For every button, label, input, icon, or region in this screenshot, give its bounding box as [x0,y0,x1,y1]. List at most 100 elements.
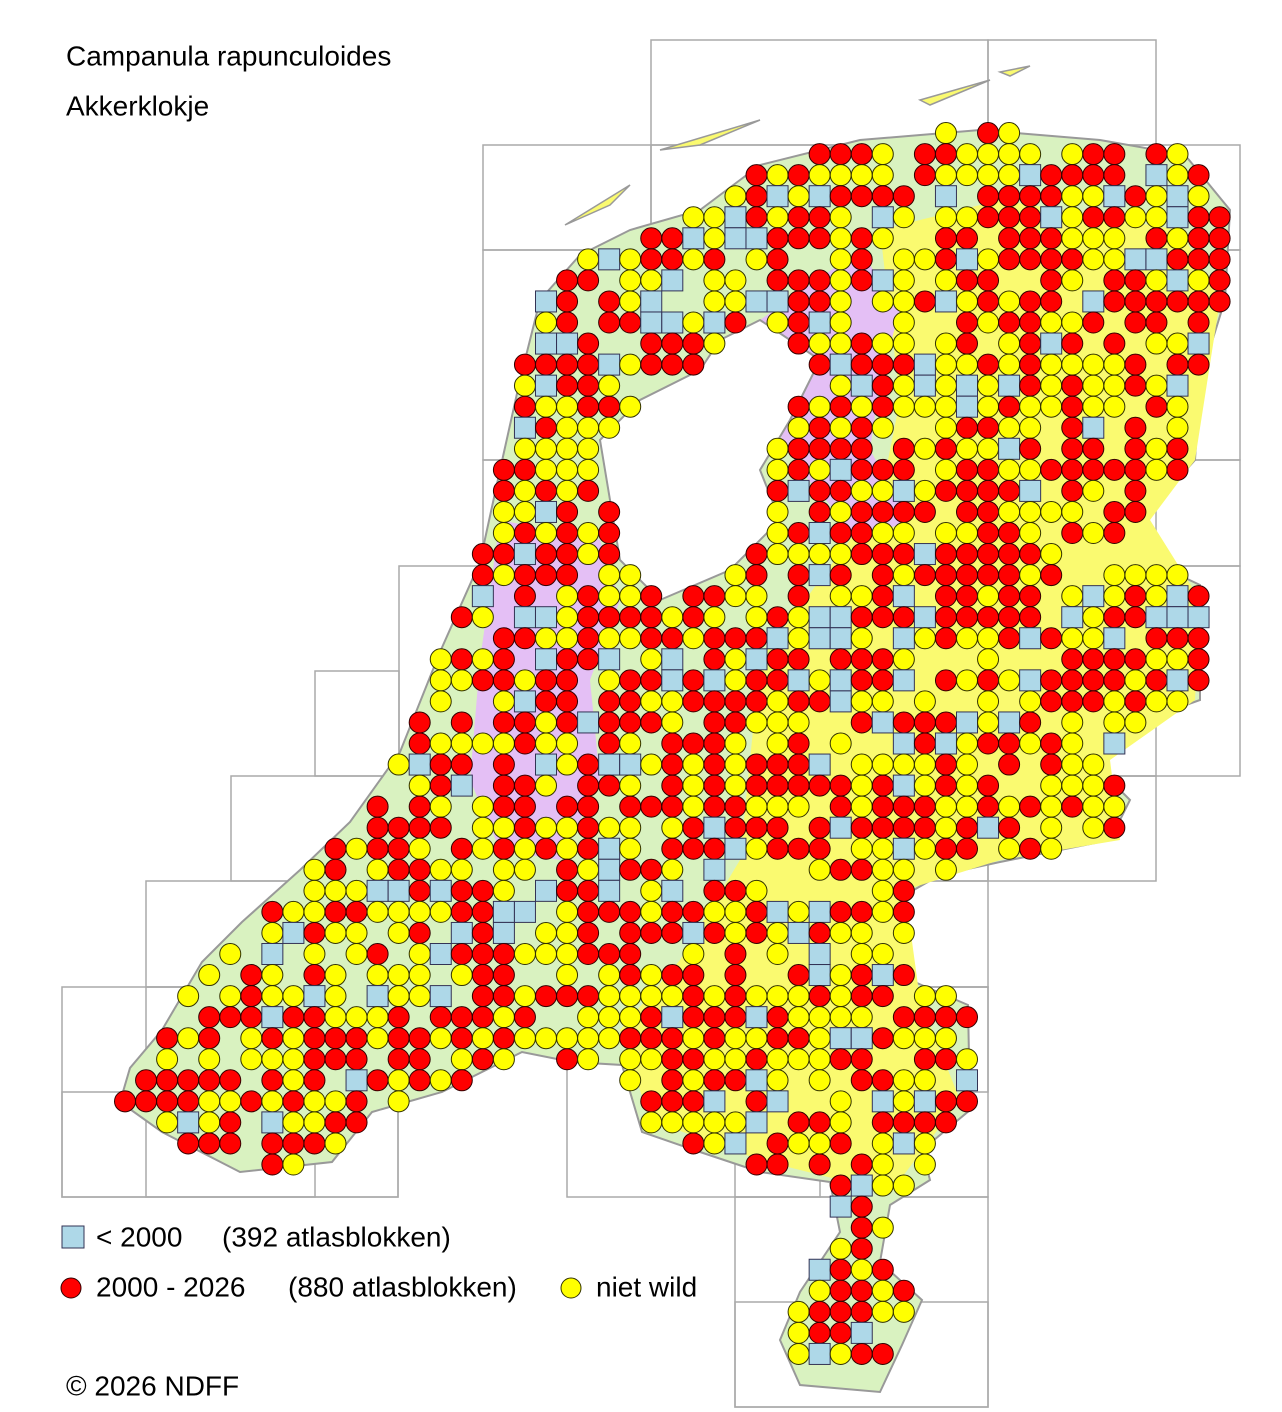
recent-marker [892,900,915,923]
recent-marker [661,627,684,650]
recent-marker [934,479,957,502]
not-wild-marker [1019,732,1042,755]
not-wild-marker [282,1048,305,1071]
not-wild-marker [892,395,915,418]
recent-marker [1208,206,1231,229]
recent-marker [429,774,452,797]
pre-2000-marker [913,606,936,629]
not-wild-marker [1061,269,1084,292]
recent-marker [366,816,389,839]
not-wild-marker [871,522,894,544]
not-wild-marker [871,332,894,355]
recent-marker [556,985,579,1008]
recent-marker [934,437,957,460]
recent-marker [724,690,747,713]
recent-marker [871,374,894,397]
not-wild-marker [1019,522,1042,544]
recent-marker [850,1342,873,1365]
not-wild-marker [934,122,957,145]
recent-marker [871,985,894,1008]
recent-marker [556,879,579,902]
not-wild-marker [556,921,579,944]
not-wild-marker [661,690,684,713]
recent-marker [513,522,536,544]
recent-marker [598,543,621,566]
recent-marker [850,185,873,208]
recent-marker [829,143,852,166]
not-wild-marker [1166,143,1189,166]
not-wild-marker [850,753,873,776]
not-wild-marker [282,900,305,923]
recent-marker [219,1069,242,1092]
not-wild-marker [471,837,494,860]
not-wild-marker [1061,753,1084,776]
not-wild-marker [387,985,410,1008]
not-wild-marker [892,1174,915,1197]
not-wild-marker [682,753,705,776]
not-wild-marker [766,311,789,334]
recent-marker [703,627,726,650]
not-wild-marker [1145,374,1168,397]
recent-marker [1061,395,1084,418]
not-wild-marker [303,1111,326,1134]
not-wild-marker [282,1027,305,1050]
recent-marker [240,1006,263,1029]
not-wild-marker [619,564,642,587]
recent-marker [577,585,600,608]
not-wild-marker [619,816,642,839]
not-wild-marker [829,206,852,229]
recent-marker [850,816,873,839]
recent-marker [998,564,1021,587]
recent-marker [556,648,579,671]
not-wild-marker [619,269,642,292]
not-wild-marker [913,753,936,776]
recent-marker [661,227,684,250]
not-wild-marker [934,795,957,818]
not-wild-marker [198,964,221,987]
not-wild-marker [1103,248,1126,271]
recent-marker [282,1090,305,1113]
not-wild-marker [198,1090,221,1113]
recent-marker [871,1069,894,1092]
pre-2000-marker [766,1090,789,1113]
pre-2000-marker [724,1132,747,1155]
not-wild-marker [1019,500,1042,523]
recent-marker [787,732,810,755]
pre-2000-marker [745,648,768,671]
not-wild-marker [1145,690,1168,713]
recent-marker [471,985,494,1008]
not-wild-marker [787,543,810,566]
recent-marker [934,1006,957,1029]
not-wild-marker [345,943,368,965]
not-wild-marker [619,353,642,376]
pre-2000-marker [345,1069,368,1092]
recent-marker [808,437,831,460]
recent-marker [661,900,684,923]
not-wild-marker [535,732,557,755]
recent-marker [892,964,915,987]
pre-2000-marker [535,606,557,629]
recent-marker [977,774,1000,797]
recent-marker [766,1006,789,1029]
recent-marker [1103,458,1126,481]
recent-marker [850,143,873,166]
not-wild-marker [535,816,557,839]
pre-2000-marker [892,732,915,755]
not-wild-marker [977,164,1000,187]
recent-marker [492,648,515,671]
recent-marker [977,732,1000,755]
recent-marker [240,1090,263,1113]
pre-2000-marker [703,816,726,839]
not-wild-marker [387,900,410,923]
not-wild-marker [577,416,600,439]
recent-marker [598,690,621,713]
not-wild-marker [1082,479,1105,502]
not-wild-marker [934,816,957,839]
pre-2000-marker [429,943,452,965]
recent-marker [577,879,600,902]
recent-marker [1187,206,1210,229]
not-wild-marker [766,711,789,734]
recent-marker [829,648,852,671]
recent-marker [492,669,515,692]
